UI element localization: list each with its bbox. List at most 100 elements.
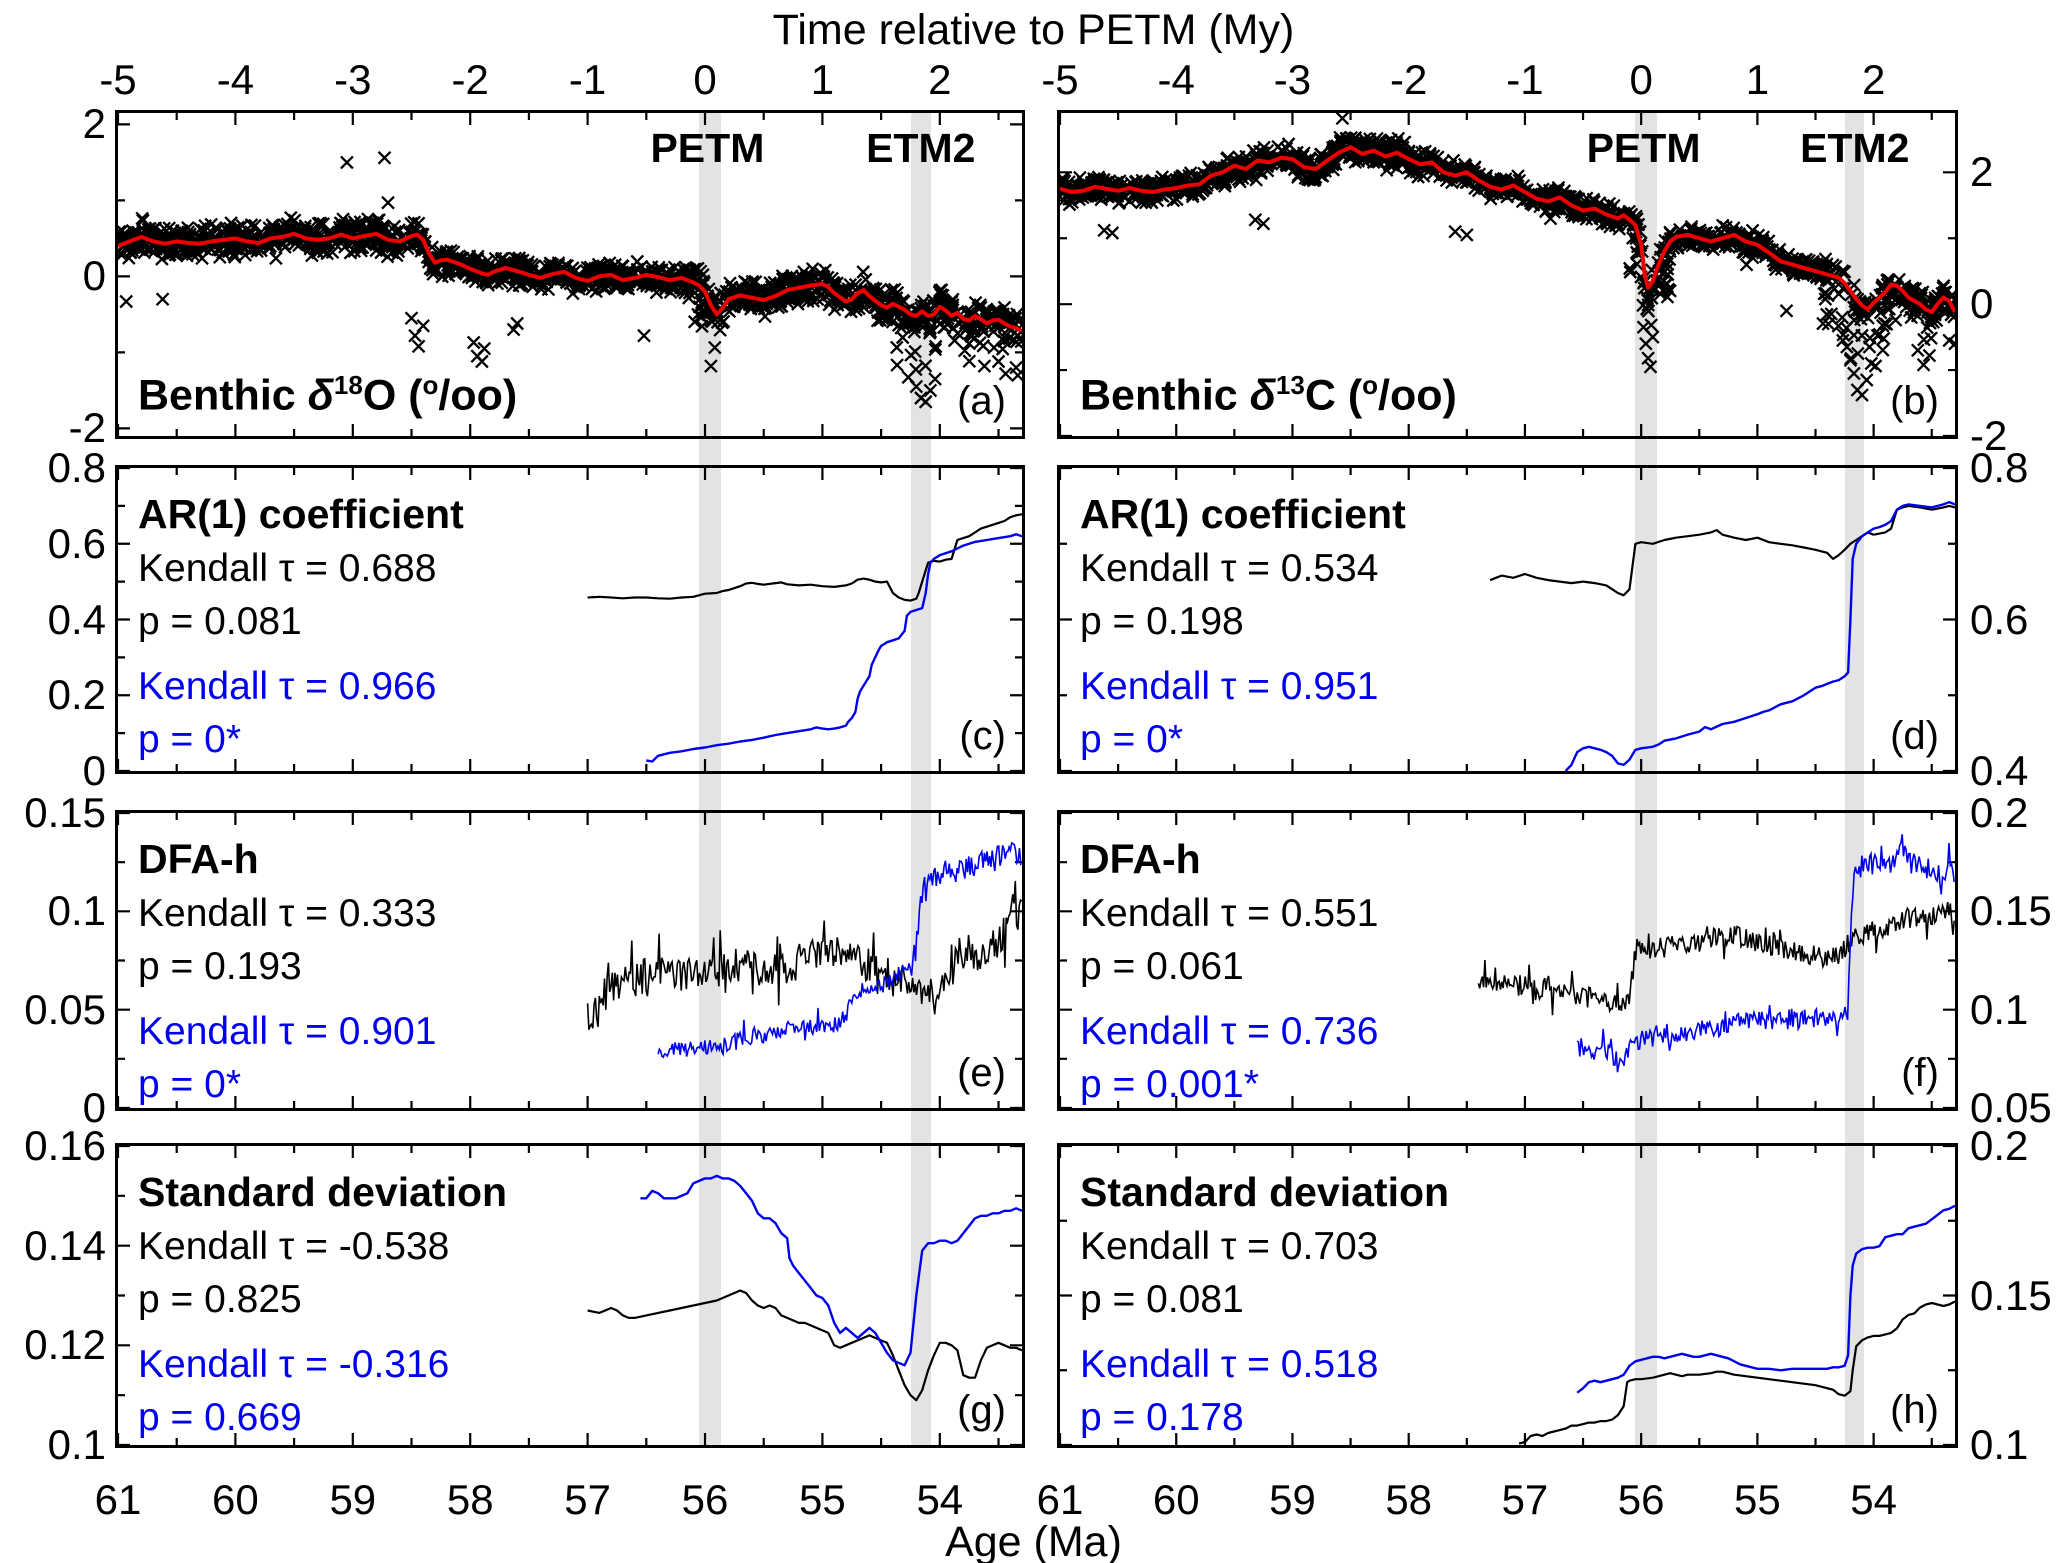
bottom-tick-label: 61 <box>1036 1476 1084 1523</box>
bottom-tick-label: 60 <box>1152 1476 1200 1523</box>
panel-a-plot <box>118 113 1022 436</box>
right-tick-label: 0.6 <box>1970 595 2029 643</box>
series-label-d18o: Benthic δ18O (o/oo) <box>138 369 518 419</box>
left-tick-label: 0.8 <box>47 444 106 491</box>
stats-block: Standard deviation Kendall τ = -0.538 p … <box>138 1164 507 1444</box>
right-tick-label: 0.05 <box>1970 1084 2052 1131</box>
bottom-tick-label: 60 <box>212 1476 259 1523</box>
left-tick-label: 0.15 <box>24 789 106 836</box>
left-tick-label: 0.6 <box>47 519 106 567</box>
event-band-petm-left <box>699 113 722 1445</box>
left-tick-label: 0.12 <box>24 1321 106 1369</box>
right-tick-label: 0.8 <box>1970 444 2029 491</box>
bottom-tick-label: 61 <box>94 1476 142 1523</box>
right-tick-label: 0.2 <box>1970 1122 2029 1169</box>
bottom-tick-label: 56 <box>1617 1476 1665 1523</box>
panel-c-ar1-d18o: AR(1) coefficient Kendall τ = 0.688 p = … <box>115 465 1025 774</box>
top-tick-label: -2 <box>1390 56 1428 103</box>
left-tick-label: 0 <box>82 252 106 300</box>
stat-kendall-blue: Kendall τ = 0.736 <box>1080 1010 1379 1053</box>
top-tick-label: 0 <box>693 56 717 103</box>
stat-kendall-blue: Kendall τ = 0.966 <box>138 665 437 708</box>
panel-title: AR(1) coefficient <box>138 491 464 537</box>
stat-p-blue: p = 0.178 <box>1080 1396 1244 1439</box>
bottom-tick-label: 54 <box>916 1476 964 1523</box>
panel-letter-b: (b) <box>1890 379 1939 423</box>
left-tick-label: 0 <box>82 747 106 794</box>
left-tick-label: 0.1 <box>47 1421 106 1468</box>
right-tick-label: 0.4 <box>1970 747 2029 794</box>
bottom-tick-label: 55 <box>799 1476 846 1523</box>
stat-p-blue: p = 0* <box>138 718 242 761</box>
right-tick-label: 0.2 <box>1970 789 2029 836</box>
panel-b-plot <box>1060 113 1955 436</box>
top-tick-label: -4 <box>1157 56 1195 103</box>
panel-letter-c: (c) <box>959 714 1006 758</box>
bottom-tick-label: 55 <box>1734 1476 1781 1523</box>
panel-letter-h: (h) <box>1890 1388 1939 1432</box>
left-tick-label: 0 <box>82 1084 106 1131</box>
panel-g-sd-d18o: Standard deviation Kendall τ = -0.538 p … <box>115 1143 1025 1448</box>
stat-p-black: p = 0.061 <box>1080 945 1244 988</box>
left-tick-label: 0.16 <box>24 1122 106 1169</box>
top-axis-title: Time relative to PETM (My) <box>772 6 1295 54</box>
panel-c-plot <box>118 468 1022 771</box>
event-label-etm2: ETM2 <box>866 125 976 171</box>
stat-kendall-blue: Kendall τ = 0.951 <box>1080 665 1379 708</box>
stat-kendall-black: Kendall τ = 0.534 <box>1080 547 1379 590</box>
panel-letter-e: (e) <box>957 1051 1006 1095</box>
stat-p-black: p = 0.825 <box>138 1278 302 1321</box>
bottom-tick-label: 59 <box>1269 1476 1316 1523</box>
stat-p-blue: p = 0.669 <box>138 1396 302 1439</box>
panel-title: Standard deviation <box>1080 1169 1450 1215</box>
stat-kendall-black: Kendall τ = 0.703 <box>1080 1225 1379 1268</box>
stat-kendall-blue: Kendall τ = 0.518 <box>1080 1343 1379 1386</box>
top-tick-label: -3 <box>1273 56 1312 103</box>
panel-title: DFA-h <box>138 836 259 882</box>
right-tick-label: 2 <box>1970 148 1994 196</box>
panel-f-dfah-d13c: DFA-h Kendall τ = 0.551 p = 0.061 Kendal… <box>1057 810 1958 1111</box>
panel-letter-g: (g) <box>957 1388 1006 1432</box>
bottom-tick-label: 56 <box>681 1476 729 1523</box>
panel-f-plot <box>1060 813 1955 1108</box>
bottom-tick-label: 58 <box>1385 1476 1433 1523</box>
event-band-etm2-right <box>1844 113 1865 1445</box>
stat-kendall-black: Kendall τ = 0.688 <box>138 547 437 590</box>
left-tick-label: 0.14 <box>24 1221 106 1269</box>
series-label-d13c: Benthic δ13C (o/oo) <box>1080 369 1457 419</box>
panel-letter-a: (a) <box>957 379 1006 423</box>
top-tick-label: 2 <box>928 56 952 103</box>
left-tick-label: 0.2 <box>47 671 106 719</box>
top-tick-label: -1 <box>1506 56 1544 103</box>
top-tick-label: -4 <box>216 56 255 103</box>
bottom-tick-label: 57 <box>564 1476 611 1523</box>
panel-letter-d: (d) <box>1890 714 1939 758</box>
stat-kendall-blue: Kendall τ = -0.316 <box>138 1343 450 1386</box>
panel-e-plot <box>118 813 1022 1108</box>
right-tick-label: 0 <box>1970 280 1994 328</box>
stat-p-blue: p = 0.001* <box>1080 1063 1259 1106</box>
right-tick-label: -2 <box>1970 412 2008 459</box>
event-band-petm-right <box>1635 113 1658 1445</box>
bottom-tick-label: 58 <box>446 1476 494 1523</box>
top-tick-label: -2 <box>451 56 489 103</box>
bottom-tick-label: 54 <box>1850 1476 1897 1523</box>
right-tick-label: 0.1 <box>1970 1421 2029 1468</box>
right-tick-label: 0.15 <box>1970 1271 2052 1319</box>
top-tick-label: -3 <box>334 56 372 103</box>
panel-e-dfah-d18o: DFA-h Kendall τ = 0.333 p = 0.193 Kendal… <box>115 810 1025 1111</box>
panel-h-sd-d13c: Standard deviation Kendall τ = 0.703 p =… <box>1057 1143 1958 1448</box>
panel-a-benthic-d18o: PETM ETM2 Benthic δ18O (o/oo) (a) <box>115 110 1025 439</box>
event-label-petm: PETM <box>1586 125 1701 171</box>
event-label-etm2: ETM2 <box>1800 125 1910 171</box>
stat-kendall-black: Kendall τ = -0.538 <box>138 1225 450 1268</box>
top-tick-label: 2 <box>1861 56 1886 103</box>
top-tick-label: -5 <box>1041 56 1079 103</box>
left-tick-label: 0.4 <box>47 595 106 643</box>
stat-p-black: p = 0.081 <box>1080 1278 1244 1321</box>
stats-block: Standard deviation Kendall τ = 0.703 p =… <box>1080 1164 1449 1444</box>
panel-letter-f: (f) <box>1901 1051 1939 1095</box>
left-tick-label: 0.05 <box>24 985 106 1033</box>
panel-title: Standard deviation <box>138 1169 508 1215</box>
stat-p-black: p = 0.193 <box>138 945 302 988</box>
